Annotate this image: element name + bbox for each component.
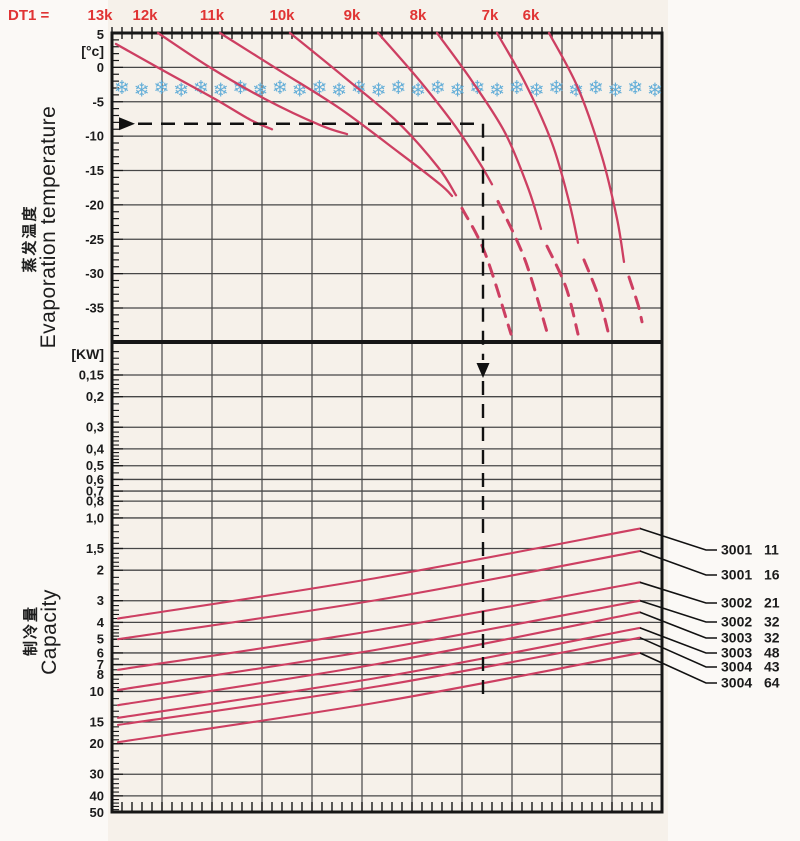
dt1-value-label: 11k [200,7,225,24]
svg-text:15: 15 [90,715,104,730]
label-leader-line [640,582,717,603]
snowflake-icon: ❄ [647,81,663,102]
plot-borders [111,33,663,812]
snowflake-icon: ❄ [608,81,624,102]
label-leader-line [640,628,717,653]
capacity-curve-label: 300232 [721,614,780,630]
bottom-y-axis-labels: [KW]0,150,20,30,40,50,60,70,81,01,523456… [71,346,104,820]
snowflake-icon: ❄ [489,81,505,102]
top-axis-ticks [112,27,662,336]
right-arrowhead [119,117,135,130]
svg-text:30: 30 [90,767,104,782]
svg-text:0,4: 0,4 [86,441,105,456]
label-leader-line [640,551,717,575]
svg-text:0: 0 [97,60,104,75]
top-y-axis-labels: 5[°c]0 -5 -10 -15 -20 -25 -30 -35 [81,27,104,316]
svg-text:0,15: 0,15 [79,368,104,383]
dt1-curve-11k [220,33,452,196]
svg-text:-30: -30 [85,266,104,281]
svg-text:10: 10 [90,684,104,699]
capacity-curve-label: 300464 [721,675,780,691]
svg-text:1,5: 1,5 [86,541,104,556]
snowflake-icon: ❄ [588,78,604,99]
snowflake-icon: ❄ [509,78,525,99]
snowflake-icon: ❄ [450,81,466,102]
snowflake-icon: ❄ [134,81,150,102]
top-unit-label: [°c] [81,43,104,59]
dt1-header-labels: DT1 = 13k 12k 11k 10k 9k 8k 7k 6k [8,7,540,24]
svg-text:0,3: 0,3 [86,420,104,435]
snowflake-icon: ❄ [627,78,643,99]
svg-text:-35: -35 [85,301,104,316]
snowflake-icon: ❄ [371,81,387,102]
dt1-value-label: 6k [523,7,540,24]
svg-text:-25: -25 [85,232,104,247]
dt1-value-label: 13k [87,7,113,24]
bottom-unit-label: [KW] [71,346,104,362]
dt1-value-label: 9k [344,7,361,24]
snowflake-icon: ❄ [114,78,130,99]
svg-text:4: 4 [97,615,105,630]
capacity-curve-label: 300221 [721,595,780,611]
snowflake-icon: ❄ [548,78,564,99]
snowflake-icon: ❄ [529,81,545,102]
nomogram-chart: ❄❄❄❄❄❄❄❄❄❄❄❄❄❄❄❄❄❄❄❄❄❄❄❄❄❄❄❄DT1 =13k12k1… [0,0,800,841]
dt1-curve-10k-dashed [462,208,511,334]
dt1-value-label: 7k [482,7,499,24]
capacity-curve-label: 300443 [721,659,780,675]
svg-text:5: 5 [97,27,104,42]
svg-text:50: 50 [90,805,104,820]
snowflake-icon: ❄ [272,78,288,99]
svg-text:-10: -10 [85,129,104,144]
label-leader-line [640,529,717,551]
label-leader-line [640,601,717,622]
svg-text:20: 20 [90,736,104,751]
svg-text:1,0: 1,0 [86,510,104,525]
svg-text:8: 8 [97,667,104,682]
snowflake-icon: ❄ [154,78,170,99]
bottom-plot-grid [112,343,662,812]
svg-text:0,8: 0,8 [86,494,104,509]
snowflake-icon: ❄ [410,81,426,102]
bottom-axis-ticks [112,352,662,811]
snowflake-icon: ❄ [390,78,406,99]
dt1-prefix-label: DT1 = [8,7,50,24]
capacity-curve-label: 300332 [721,630,780,646]
svg-text:40: 40 [90,788,104,803]
dt1-value-label: 10k [269,7,295,24]
svg-text:3: 3 [97,593,104,608]
dt1-curve-7k-dashed [584,260,609,336]
capacity-curve-label: 300111 [721,542,779,558]
evaporation-axis-label-en: Evaporation temperature [37,102,61,352]
label-leader-line [640,653,717,683]
label-leader-line [640,612,717,638]
capacity-axis-label-en: Capacity [38,577,62,687]
example-guide-path [119,117,490,695]
down-arrowhead [477,363,490,378]
dt1-value-label: 12k [132,7,158,24]
capacity-curve-label: 300116 [721,567,780,583]
dt1-curve-8k [437,33,541,229]
dt1-curve-6k-dashed [629,277,642,322]
svg-text:-5: -5 [92,94,104,109]
snowflake-icon: ❄ [331,81,347,102]
svg-text:2: 2 [97,563,104,578]
svg-text:-15: -15 [85,163,104,178]
svg-text:-20: -20 [85,197,104,212]
svg-text:0,2: 0,2 [86,389,104,404]
dt1-value-label: 8k [410,7,427,24]
